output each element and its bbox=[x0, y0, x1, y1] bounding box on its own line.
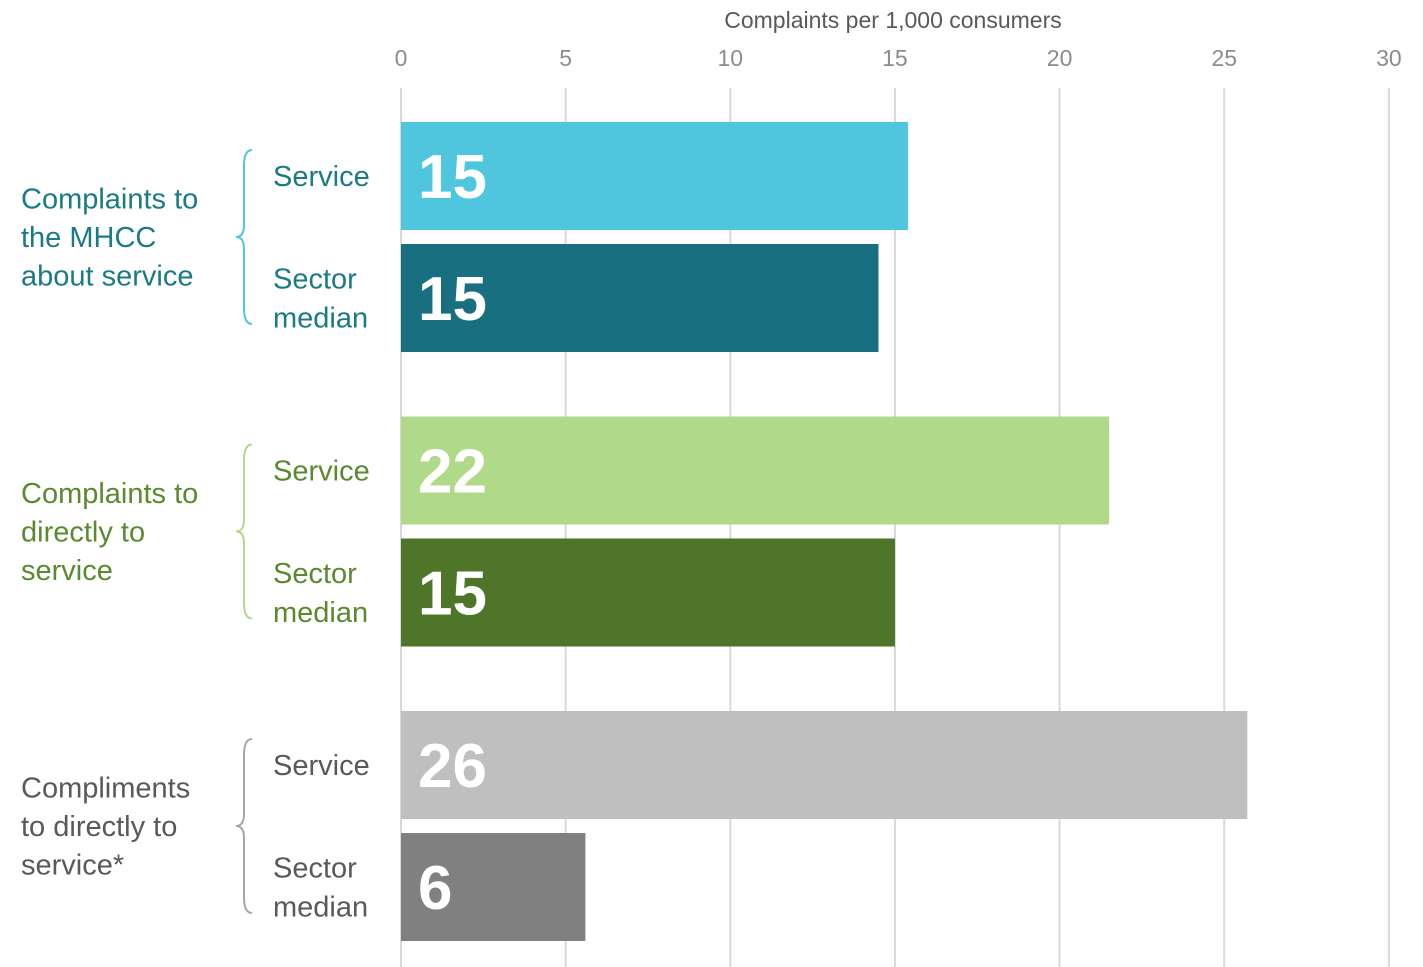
group-label-line: service bbox=[21, 555, 113, 587]
bar bbox=[401, 244, 879, 352]
x-axis-ticks: 0 5 10 15 20 25 30 bbox=[395, 45, 1402, 71]
group-label: Complaints to directly to service bbox=[21, 478, 198, 587]
category-label: Service bbox=[273, 750, 370, 782]
x-axis-title: Complaints per 1,000 consumers bbox=[724, 7, 1062, 33]
data-label: 26 bbox=[418, 732, 487, 801]
category-label-line: Service bbox=[273, 161, 370, 193]
category-label: Service bbox=[273, 161, 370, 193]
category-label-line: Service bbox=[273, 750, 370, 782]
group-label-line: service* bbox=[21, 850, 124, 882]
group-label-line: about service bbox=[21, 261, 194, 293]
bars: 15 15 22 15 26 6 bbox=[401, 122, 1248, 941]
group-label-line: Complaints to bbox=[21, 478, 198, 510]
category-label-line: median bbox=[273, 303, 368, 335]
data-label: 6 bbox=[418, 854, 452, 923]
category-label-line: Sector bbox=[273, 558, 357, 590]
group-labels: Complaints to the MHCC about service Servic… bbox=[21, 149, 370, 924]
category-label: Sector median bbox=[273, 558, 368, 629]
x-tick-label: 10 bbox=[718, 45, 744, 71]
gridlines bbox=[400, 88, 1390, 967]
group-label: Compliments to directly to service* bbox=[21, 773, 190, 882]
x-tick-label: 30 bbox=[1376, 45, 1402, 71]
bar bbox=[401, 416, 1109, 525]
category-label-line: Sector bbox=[273, 853, 357, 885]
group-brace bbox=[235, 738, 253, 914]
group-label-line: Compliments bbox=[21, 773, 190, 805]
category-label-line: median bbox=[273, 597, 368, 629]
category-label-line: Sector bbox=[273, 264, 357, 296]
group-brace bbox=[235, 149, 253, 325]
data-label: 15 bbox=[418, 265, 487, 334]
data-label: 15 bbox=[418, 560, 487, 629]
category-label-line: Service bbox=[273, 456, 370, 488]
x-tick-label: 5 bbox=[559, 45, 572, 71]
group-label-line: the MHCC bbox=[21, 222, 156, 254]
x-tick-label: 20 bbox=[1047, 45, 1073, 71]
x-tick-label: 0 bbox=[395, 45, 408, 71]
bar bbox=[401, 538, 895, 647]
group-label-line: to directly to bbox=[21, 811, 177, 843]
data-label: 15 bbox=[418, 143, 487, 212]
category-label: Sector median bbox=[273, 264, 368, 335]
category-label-line: median bbox=[273, 892, 368, 924]
group-label-line: Complaints to bbox=[21, 184, 198, 216]
group-brace bbox=[235, 443, 253, 620]
category-label: Sector median bbox=[273, 853, 368, 924]
bar bbox=[401, 833, 586, 941]
group-label: Complaints to the MHCC about service bbox=[21, 184, 198, 293]
x-tick-label: 15 bbox=[882, 45, 908, 71]
group-label-line: directly to bbox=[21, 517, 145, 549]
category-label: Service bbox=[273, 456, 370, 488]
data-label: 22 bbox=[418, 438, 487, 507]
bar bbox=[401, 711, 1248, 819]
bar bbox=[401, 122, 909, 230]
x-tick-label: 25 bbox=[1211, 45, 1237, 71]
